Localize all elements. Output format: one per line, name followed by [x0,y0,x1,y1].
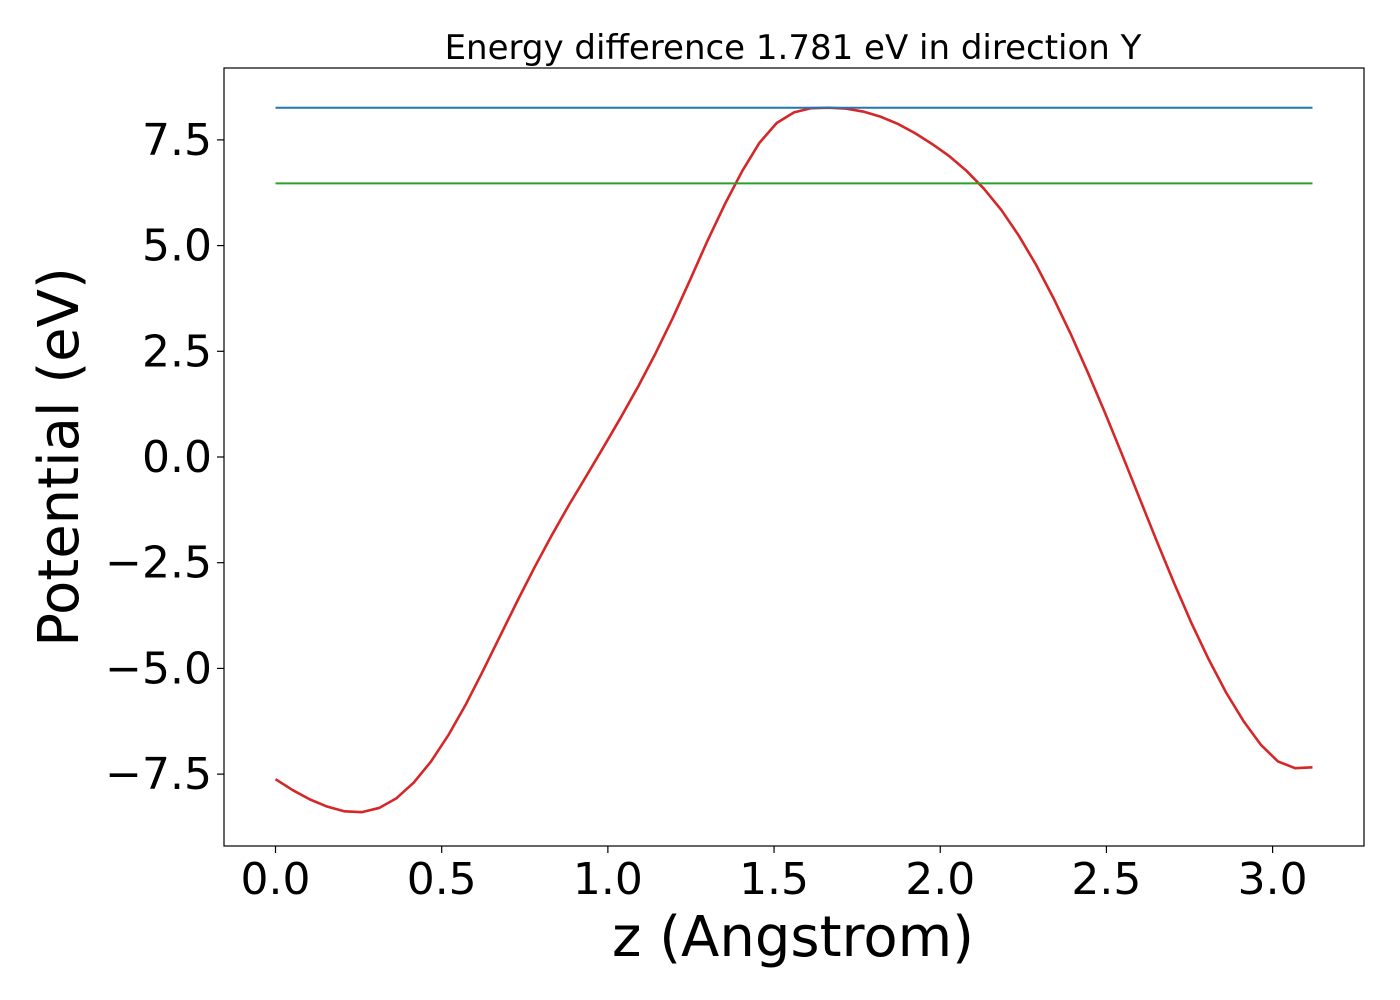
y-tick-label: 2.5 [142,326,212,377]
chart-title: Energy difference 1.781 eV in direction … [445,28,1142,68]
y-tick-label: −2.5 [105,538,212,589]
series-layer [274,106,1313,814]
y-tick-label: 0.0 [142,432,212,483]
x-tick-label: 3.0 [1238,854,1308,905]
x-tick-label: 1.0 [573,854,643,905]
y-tick-label: 7.5 [142,115,212,166]
x-tick-label: 0.0 [241,854,311,905]
x-tick-label: 2.5 [1071,854,1141,905]
y-tick-label: 5.0 [142,221,212,272]
plot-frame [223,67,1365,847]
y-tick-label: −7.5 [105,749,212,800]
x-axis-ticks: 0.0 0.5 1.0 1.5 2.0 2.5 3.0 [241,846,1308,905]
x-tick-label: 0.5 [407,854,477,905]
y-axis-ticks: −7.5 −5.0 −2.5 0.0 2.5 5.0 7.5 [105,115,224,800]
y-tick-label: −5.0 [105,643,212,694]
x-axis-label: z (Angstrom) [612,905,974,970]
x-tick-label: 1.5 [739,854,809,905]
x-tick-label: 2.0 [905,854,975,905]
y-axis-label: Potential (eV) [27,267,92,647]
series-line-0 [274,106,1313,814]
